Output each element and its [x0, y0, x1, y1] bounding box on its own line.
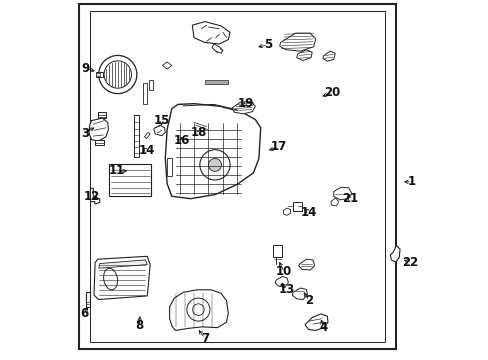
- Polygon shape: [298, 259, 314, 270]
- Polygon shape: [94, 256, 150, 300]
- Text: 8: 8: [135, 319, 143, 332]
- Polygon shape: [322, 51, 335, 61]
- Polygon shape: [170, 132, 182, 144]
- Text: 14: 14: [301, 206, 317, 219]
- Text: 12: 12: [83, 190, 100, 203]
- Circle shape: [99, 55, 137, 94]
- Polygon shape: [90, 188, 100, 204]
- Text: 20: 20: [324, 86, 340, 99]
- Bar: [79, 4, 395, 349]
- Polygon shape: [283, 208, 290, 215]
- Text: 6: 6: [80, 307, 88, 320]
- Bar: [167, 158, 172, 176]
- Text: 13: 13: [278, 283, 294, 296]
- Bar: [142, 83, 146, 104]
- Text: 16: 16: [173, 134, 189, 147]
- Bar: [109, 164, 151, 196]
- Text: 7: 7: [201, 332, 208, 345]
- Polygon shape: [275, 276, 288, 287]
- Text: 14: 14: [138, 144, 154, 157]
- Bar: [204, 80, 228, 84]
- Polygon shape: [389, 246, 399, 262]
- Text: 22: 22: [401, 256, 417, 269]
- Text: 18: 18: [190, 126, 206, 139]
- Polygon shape: [169, 290, 228, 330]
- Polygon shape: [292, 288, 307, 300]
- Text: 1: 1: [407, 175, 415, 188]
- Polygon shape: [330, 198, 338, 206]
- Bar: [171, 138, 179, 142]
- Bar: [96, 73, 100, 76]
- Polygon shape: [189, 120, 212, 132]
- Text: 9: 9: [81, 62, 89, 75]
- Text: 4: 4: [319, 321, 327, 334]
- Bar: [292, 202, 302, 211]
- Text: 15: 15: [153, 114, 169, 127]
- Bar: [133, 115, 139, 157]
- Polygon shape: [153, 125, 165, 136]
- Polygon shape: [296, 50, 311, 60]
- Text: 21: 21: [341, 192, 357, 205]
- Polygon shape: [165, 104, 260, 199]
- Bar: [149, 80, 152, 90]
- Text: 19: 19: [237, 97, 253, 110]
- Text: 17: 17: [270, 140, 286, 153]
- Bar: [89, 11, 384, 342]
- Circle shape: [208, 158, 221, 171]
- Bar: [98, 112, 105, 118]
- Bar: [95, 140, 103, 145]
- Polygon shape: [192, 22, 230, 44]
- Text: 10: 10: [275, 265, 292, 278]
- Text: 2: 2: [305, 294, 313, 307]
- Polygon shape: [99, 260, 147, 268]
- Text: 5: 5: [263, 39, 271, 51]
- Polygon shape: [89, 118, 108, 141]
- Ellipse shape: [103, 268, 117, 290]
- Circle shape: [186, 298, 209, 321]
- Text: 11: 11: [108, 165, 124, 177]
- Polygon shape: [279, 33, 315, 51]
- Bar: [86, 292, 90, 307]
- Polygon shape: [305, 314, 327, 330]
- Bar: [272, 245, 281, 257]
- Polygon shape: [144, 132, 150, 139]
- Text: 3: 3: [81, 127, 89, 140]
- Polygon shape: [231, 102, 255, 114]
- Bar: [96, 72, 103, 77]
- Polygon shape: [212, 44, 223, 53]
- Polygon shape: [162, 62, 171, 69]
- Polygon shape: [333, 187, 351, 200]
